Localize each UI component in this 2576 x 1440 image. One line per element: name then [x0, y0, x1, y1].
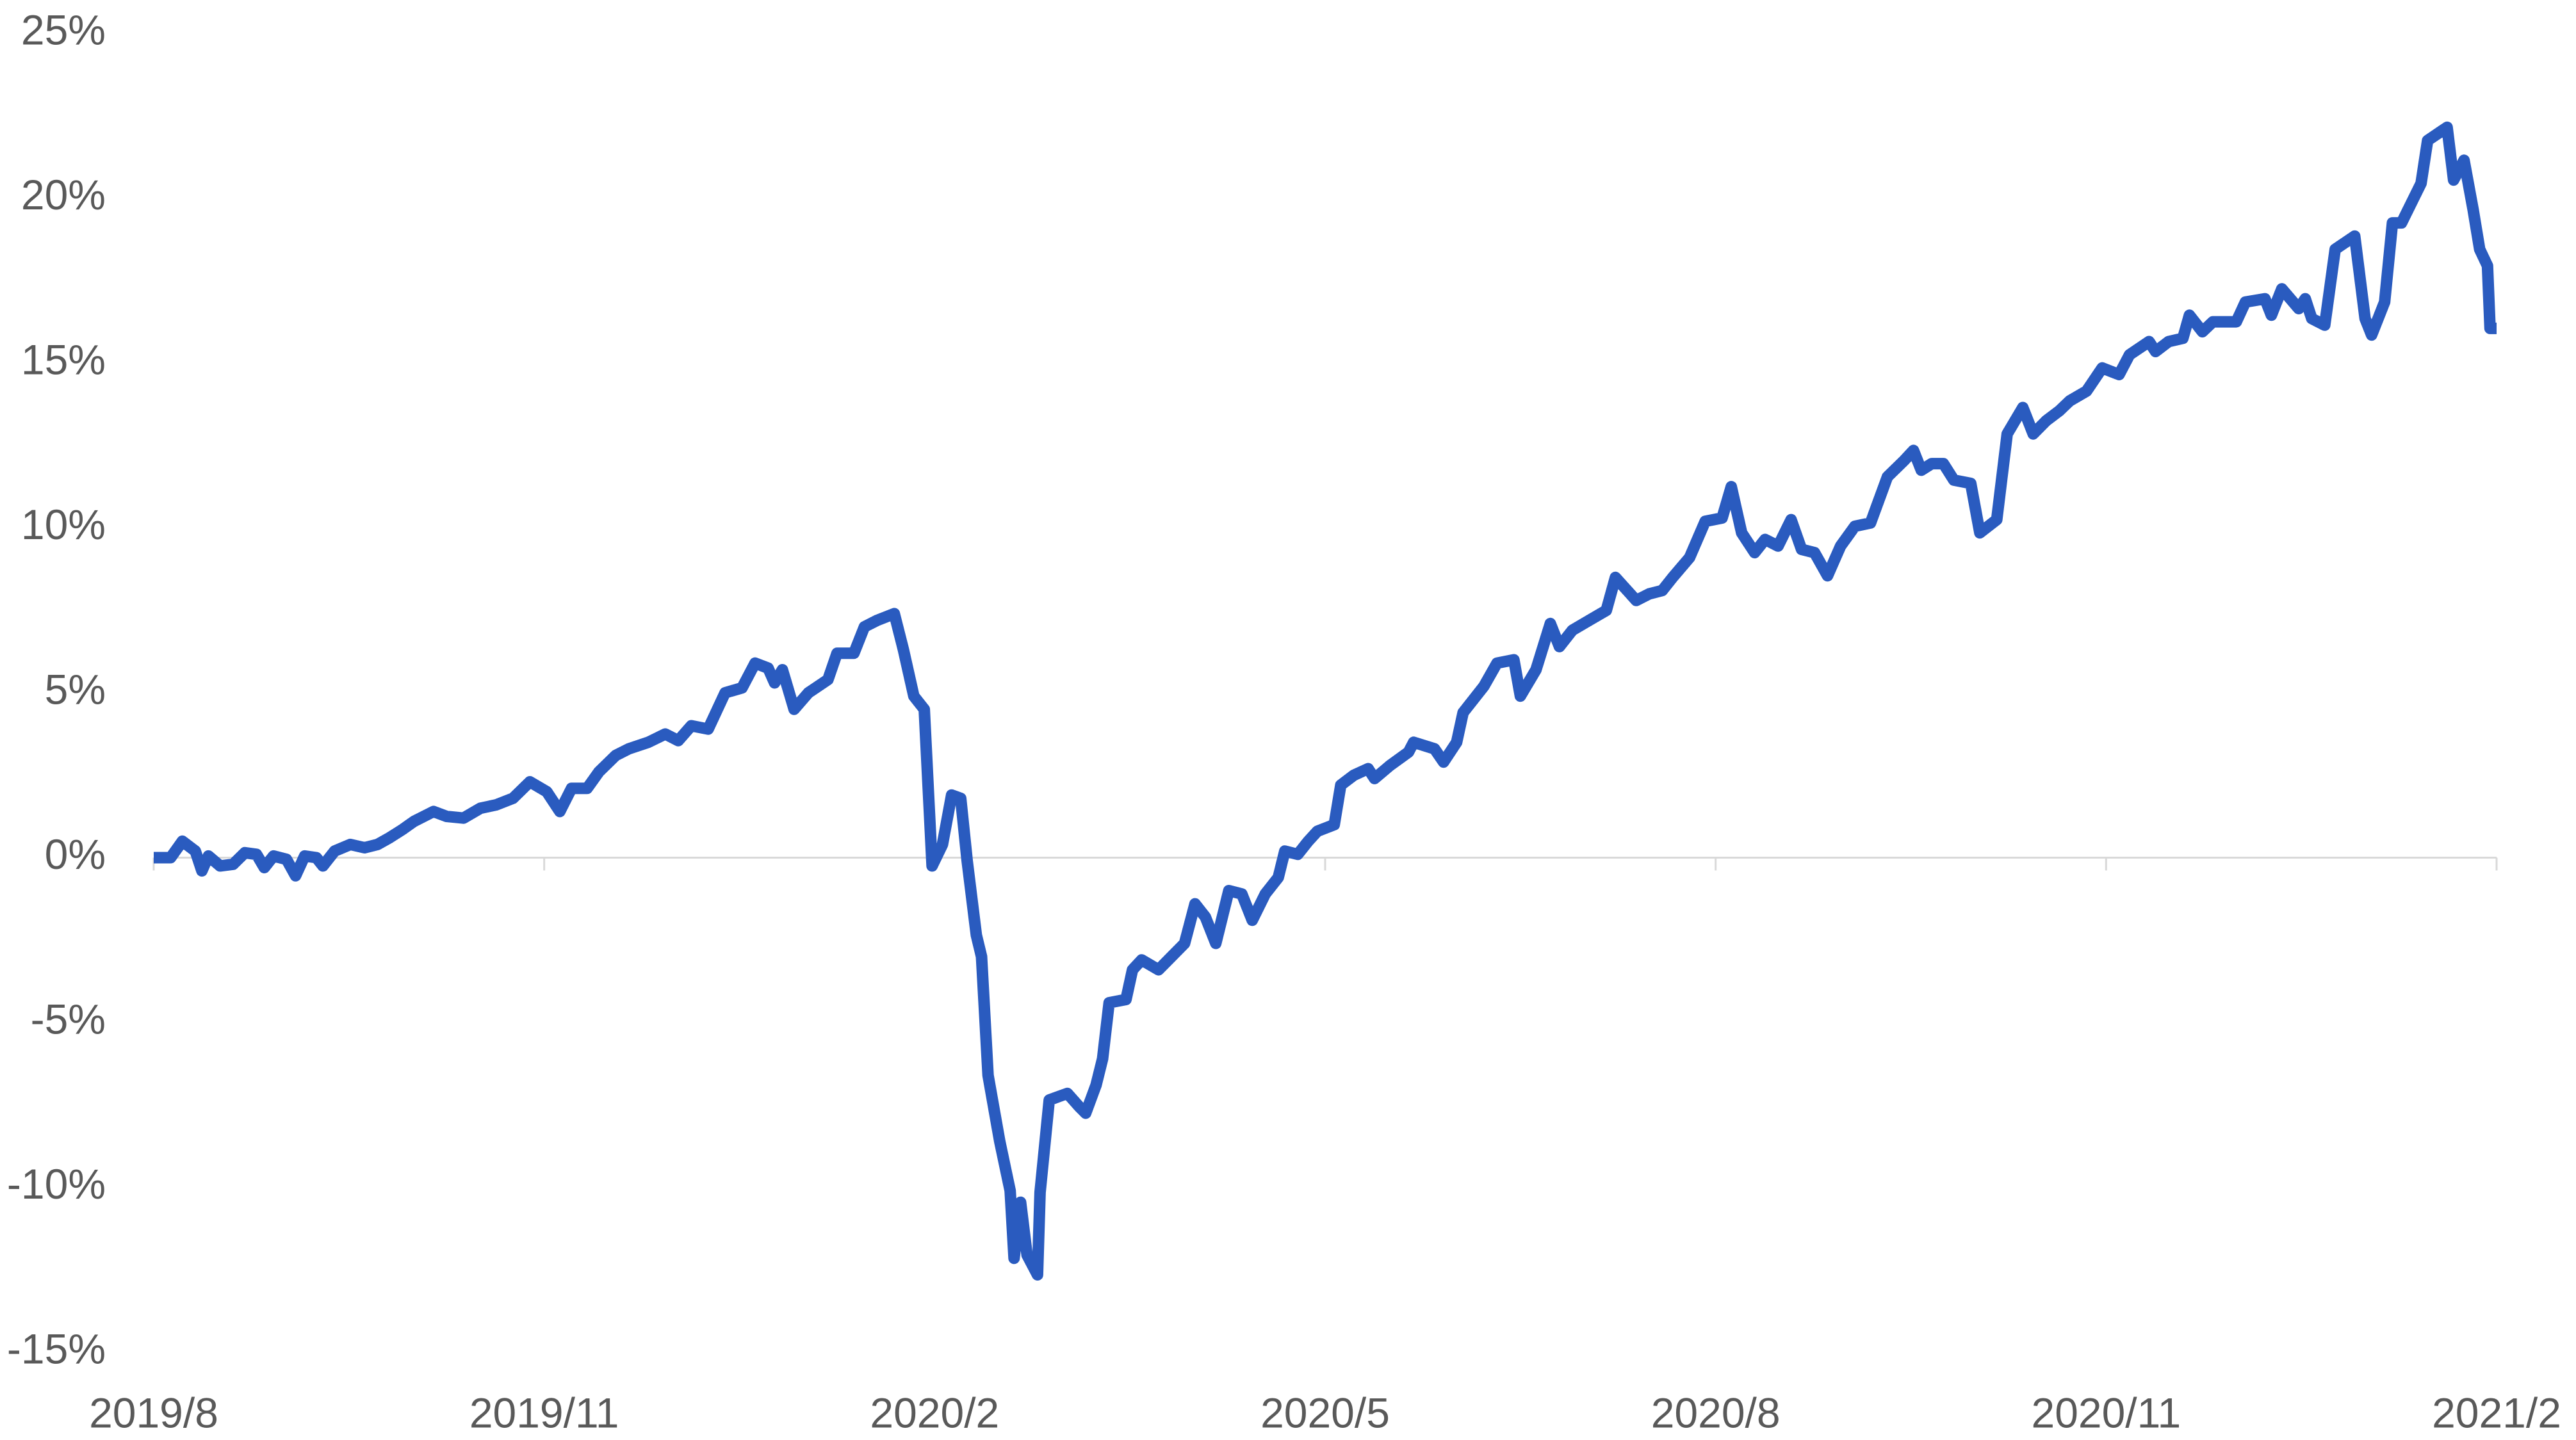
- y-tick-label: -10%: [7, 1160, 106, 1208]
- y-tick-label: -15%: [7, 1325, 106, 1372]
- y-tick-label: 25%: [21, 6, 106, 53]
- y-tick-label: 10%: [21, 501, 106, 548]
- y-tick-label: -5%: [31, 995, 106, 1042]
- x-tick-label: 2019/8: [89, 1389, 218, 1436]
- x-tick-label: 2019/11: [469, 1389, 619, 1436]
- x-tick-label: 2020/2: [870, 1389, 999, 1436]
- y-tick-label: 15%: [21, 336, 106, 383]
- y-tick-label: 0%: [45, 830, 106, 878]
- x-tick-label: 2020/11: [2031, 1389, 2181, 1436]
- y-tick-label: 5%: [45, 665, 106, 713]
- x-tick-label: 2020/8: [1651, 1389, 1781, 1436]
- y-tick-label: 20%: [21, 171, 106, 218]
- line-series: [154, 121, 2497, 1281]
- x-tick-label: 2021/2: [2432, 1389, 2561, 1436]
- x-tick-label: 2020/5: [1260, 1389, 1390, 1436]
